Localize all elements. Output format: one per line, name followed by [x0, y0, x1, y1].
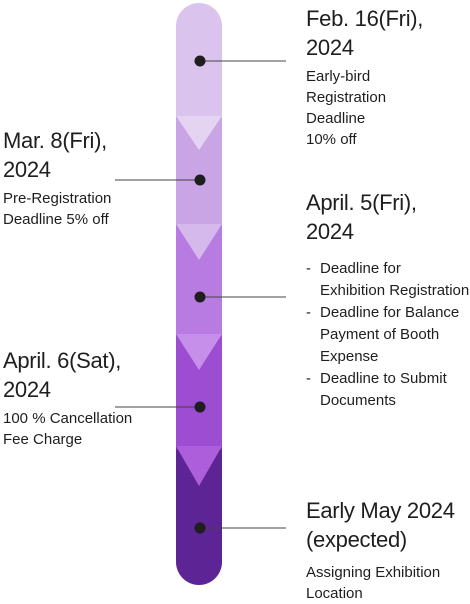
- event-description: Pre-Registration Deadline 5% off: [3, 188, 111, 230]
- event-item: Deadline to Submit Documents: [306, 368, 470, 412]
- chevron-down-icon: [176, 116, 222, 150]
- event-5: Early May 2024 (expected) Assigning Exhi…: [306, 496, 455, 604]
- event-3: April. 5(Fri), 2024 Deadline for Exhibit…: [306, 188, 470, 412]
- chevron-down-icon: [176, 334, 222, 370]
- timeline-dot: [194, 55, 206, 67]
- chevron-down-icon: [176, 446, 222, 486]
- event-description-line: 10% off: [306, 131, 357, 148]
- chevron-down-icon: [176, 224, 222, 260]
- event-date-line: 2024: [306, 219, 354, 244]
- event-description: Assigning Exhibition Location: [306, 562, 455, 604]
- event-date-line: Mar. 8(Fri),: [3, 128, 107, 153]
- event-date-line: (expected): [306, 527, 407, 552]
- event-description-line: Early-bird: [306, 68, 371, 85]
- event-item: Deadline for Balance Payment of Booth Ex…: [306, 302, 470, 368]
- event-date-line: 2024: [3, 377, 51, 402]
- event-item-list: Deadline for Exhibition Registration Dea…: [306, 258, 470, 412]
- event-description: 100 % Cancellation Fee Charge: [3, 408, 132, 450]
- event-1: Feb. 16(Fri), 2024 Early-bird Registrati…: [306, 4, 423, 150]
- event-date: Mar. 8(Fri), 2024: [3, 126, 111, 184]
- event-description-line: Deadline: [306, 110, 366, 127]
- event-description-line: Fee Charge: [3, 431, 83, 448]
- event-description-line: Location: [306, 585, 363, 602]
- event-4: April. 6(Sat), 2024 100 % Cancellation F…: [3, 346, 132, 450]
- timeline-dot: [194, 291, 206, 303]
- event-date-line: Feb. 16(Fri),: [306, 6, 424, 31]
- event-date: Early May 2024 (expected): [306, 496, 455, 554]
- event-description-line: Deadline 5% off: [3, 211, 109, 228]
- timeline-dot: [194, 522, 206, 534]
- event-date-line: Early May 2024: [306, 498, 455, 523]
- event-description-line: Registration: [306, 89, 387, 106]
- event-date-line: April. 6(Sat),: [3, 348, 122, 373]
- event-date: Feb. 16(Fri), 2024: [306, 4, 423, 62]
- event-item: Deadline for Exhibition Registration: [306, 258, 470, 302]
- event-date-line: 2024: [3, 157, 51, 182]
- timeline-dot: [194, 401, 206, 413]
- event-description: Early-bird Registration Deadline 10% off: [306, 66, 423, 150]
- event-date: April. 6(Sat), 2024: [3, 346, 132, 404]
- event-description-line: Pre-Registration: [3, 190, 112, 207]
- event-date-line: April. 5(Fri),: [306, 190, 417, 215]
- event-2: Mar. 8(Fri), 2024 Pre-Registration Deadl…: [3, 126, 111, 230]
- timeline-dot: [194, 174, 206, 186]
- event-date: April. 5(Fri), 2024: [306, 188, 470, 246]
- event-description-line: Assigning Exhibition: [306, 564, 441, 581]
- event-date-line: 2024: [306, 35, 354, 60]
- event-description-line: 100 % Cancellation: [3, 410, 133, 427]
